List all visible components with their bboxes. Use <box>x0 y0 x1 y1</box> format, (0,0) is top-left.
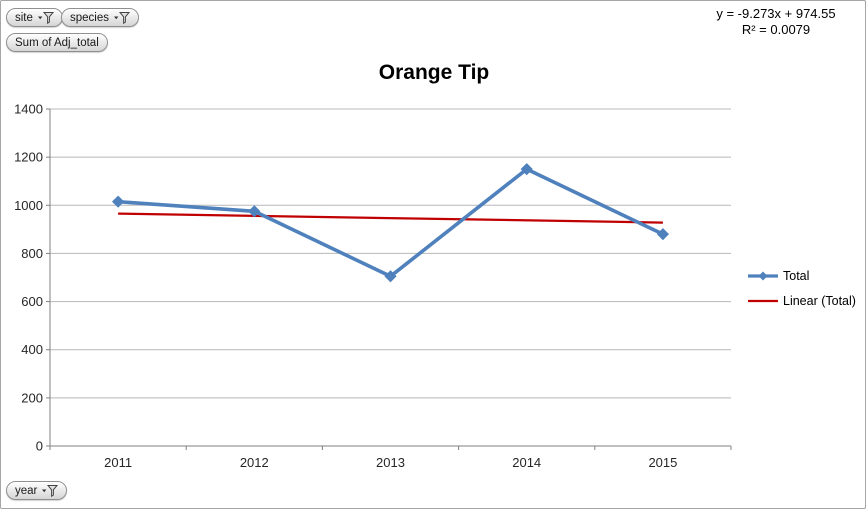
y-axis-label: 400 <box>21 342 43 357</box>
x-axis-label: 2014 <box>512 455 541 470</box>
values-field-label: Sum of Adj_total <box>15 36 99 49</box>
y-axis-label: 1400 <box>14 102 43 117</box>
y-axis-label: 800 <box>21 246 43 261</box>
data-point-marker <box>248 205 261 218</box>
year-filter-label: year <box>15 484 38 497</box>
trendline-r-squared: R² = 0.0079 <box>741 22 811 38</box>
trendline-equation: y = -9.273x + 974.55 R² = 0.0079 <box>661 6 865 39</box>
x-axis-label: 2015 <box>648 455 677 470</box>
legend-item: Linear (Total) <box>747 293 856 309</box>
species-filter-label: species <box>70 11 109 24</box>
data-point-marker <box>656 228 670 241</box>
data-point-marker <box>111 195 125 208</box>
x-axis-label: 2011 <box>104 455 132 470</box>
site-filter-label: site <box>15 11 33 24</box>
y-axis-label: 1000 <box>14 198 43 213</box>
legend-item: Total <box>747 268 856 284</box>
x-axis-label: 2013 <box>376 455 405 470</box>
chart-title: Orange Tip <box>378 61 490 84</box>
y-axis-label: 0 <box>36 439 43 454</box>
values-field-button[interactable]: Sum of Adj_total <box>6 33 108 52</box>
filter-dropdown-funnel-icon <box>114 11 131 24</box>
filter-dropdown-funnel-icon <box>42 484 59 497</box>
y-axis-label: 1200 <box>14 150 43 165</box>
series-line-total <box>116 167 665 279</box>
chart-legend: Total Linear (Total) <box>747 268 856 318</box>
y-axis-label: 600 <box>21 294 43 309</box>
data-point-marker <box>384 270 397 283</box>
year-axis-filter-button[interactable]: year <box>6 481 68 500</box>
legend-swatch-line <box>748 299 778 303</box>
species-filter-button[interactable]: species <box>61 8 139 27</box>
trendline <box>118 212 663 224</box>
y-axis-label: 200 <box>21 390 43 405</box>
x-axis-label: 2012 <box>240 455 269 470</box>
legend-swatch-diamond-line <box>748 271 778 281</box>
trendline-equation-line: y = -9.273x + 974.55 <box>716 6 836 21</box>
filter-dropdown-funnel-icon <box>37 11 54 24</box>
legend-label: Total <box>783 269 810 283</box>
site-filter-button[interactable]: site <box>6 8 63 27</box>
legend-label: Linear (Total) <box>783 294 856 308</box>
data-point-marker <box>520 163 533 176</box>
